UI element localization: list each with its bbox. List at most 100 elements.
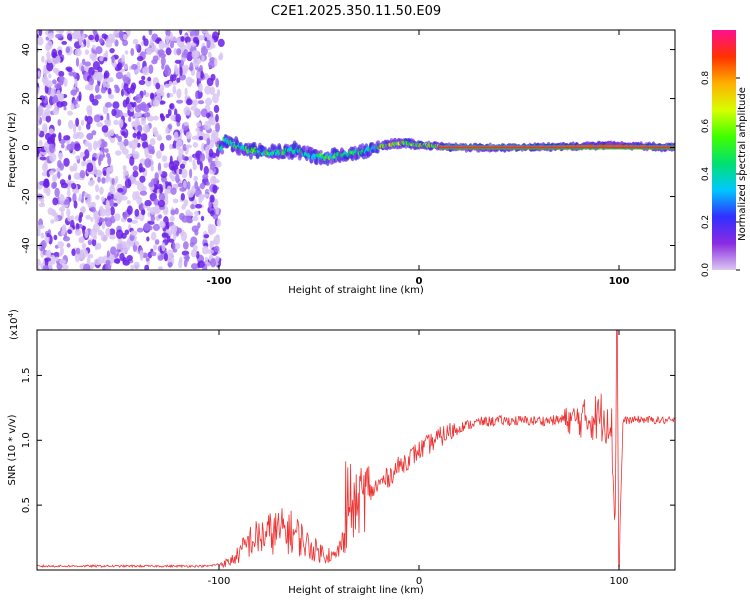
noise-blob	[90, 217, 94, 222]
noise-blob	[195, 90, 199, 100]
noise-blob	[132, 132, 137, 139]
noise-blob	[68, 119, 74, 130]
noise-blob	[204, 85, 212, 95]
noise-blob	[131, 63, 138, 70]
noise-blob	[89, 52, 96, 60]
noise-blob	[82, 65, 89, 72]
noise-blob	[91, 130, 97, 136]
noise-blob	[83, 149, 90, 159]
noise-blob	[172, 85, 177, 95]
noise-blob	[201, 54, 205, 63]
noise-blob	[181, 215, 189, 223]
noise-blob	[166, 92, 170, 99]
noise-blob	[161, 242, 166, 252]
noise-blob	[172, 198, 179, 204]
noise-blob	[176, 99, 184, 104]
noise-blob	[84, 192, 89, 198]
noise-blob	[109, 47, 115, 54]
noise-blob	[186, 98, 193, 106]
noise-blob	[68, 71, 75, 76]
noise-blob	[165, 47, 172, 56]
noise-blob	[37, 86, 40, 95]
noise-blob	[75, 247, 81, 255]
noise-blob	[164, 64, 170, 72]
y-tick-label: 0	[21, 144, 32, 150]
noise-blob	[157, 134, 162, 141]
noise-blob	[210, 258, 217, 268]
noise-blob	[51, 48, 58, 59]
noise-blob	[124, 63, 129, 70]
noise-blob	[63, 77, 68, 87]
snr-background	[37, 330, 675, 570]
noise-blob	[58, 70, 65, 77]
noise-blob	[174, 64, 178, 72]
noise-blob	[117, 141, 125, 146]
colorbar-tick-label: 0.8	[701, 71, 711, 86]
noise-blob	[117, 187, 124, 193]
noise-blob	[115, 150, 122, 156]
noise-blob	[157, 266, 163, 270]
noise-blob	[130, 230, 138, 236]
noise-blob	[48, 170, 55, 176]
noise-blob	[83, 263, 91, 270]
noise-blob	[84, 49, 90, 55]
noise-blob	[97, 139, 102, 145]
noise-blob	[151, 59, 158, 65]
noise-blob	[104, 207, 112, 217]
noise-blob	[149, 206, 157, 215]
noise-blob	[185, 209, 192, 217]
noise-blob	[217, 38, 225, 48]
noise-blob	[154, 172, 159, 181]
noise-blob	[170, 209, 176, 216]
noise-blob	[130, 82, 137, 91]
noise-blob	[164, 83, 171, 88]
noise-blob	[109, 199, 115, 207]
noise-blob	[135, 43, 139, 50]
noise-blob	[91, 98, 99, 106]
snr-x-label: Height of straight line (km)	[288, 585, 424, 596]
noise-blob	[199, 126, 204, 133]
noise-blob	[159, 185, 163, 196]
noise-blob	[103, 57, 108, 62]
noise-blob	[113, 191, 121, 200]
noise-blob	[52, 107, 60, 116]
noise-blob	[86, 132, 94, 141]
noise-blob	[165, 126, 170, 134]
noise-blob	[47, 138, 54, 145]
noise-blob	[157, 199, 166, 208]
noise-blob	[205, 97, 213, 106]
noise-blob	[84, 140, 90, 147]
noise-blob	[153, 198, 160, 206]
noise-blob	[88, 66, 95, 76]
noise-blob	[173, 48, 178, 56]
noise-blob	[110, 246, 117, 255]
noise-blob	[147, 76, 152, 82]
noise-blob	[78, 91, 82, 102]
noise-blob	[113, 119, 120, 125]
noise-blob	[70, 103, 75, 111]
noise-blob	[58, 193, 65, 204]
noise-blob	[180, 35, 185, 42]
noise-blob	[53, 234, 58, 241]
noise-blob	[95, 242, 102, 250]
noise-blob	[208, 148, 214, 158]
snr-multiplier: (x104)	[7, 309, 20, 340]
noise-blob	[179, 128, 183, 134]
noise-blob	[158, 169, 163, 175]
noise-blob	[176, 77, 181, 83]
noise-blob	[121, 241, 127, 249]
noise-blob	[158, 40, 165, 50]
noise-blob	[54, 83, 61, 90]
noise-blob	[122, 148, 129, 155]
noise-blob	[56, 30, 62, 33]
noise-blob	[191, 225, 199, 233]
noise-blob	[48, 128, 54, 135]
noise-blob	[73, 200, 78, 209]
noise-blob	[127, 217, 133, 223]
noise-blob	[122, 170, 129, 176]
noise-blob	[189, 78, 195, 84]
noise-blob	[173, 131, 179, 142]
ridge-halo	[281, 155, 286, 160]
noise-blob	[109, 77, 114, 83]
noise-blob	[80, 65, 85, 72]
